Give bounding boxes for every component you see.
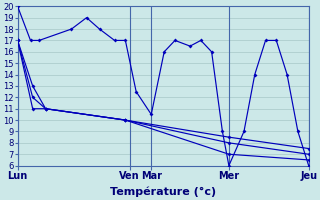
X-axis label: Température (°c): Température (°c) <box>110 187 216 197</box>
